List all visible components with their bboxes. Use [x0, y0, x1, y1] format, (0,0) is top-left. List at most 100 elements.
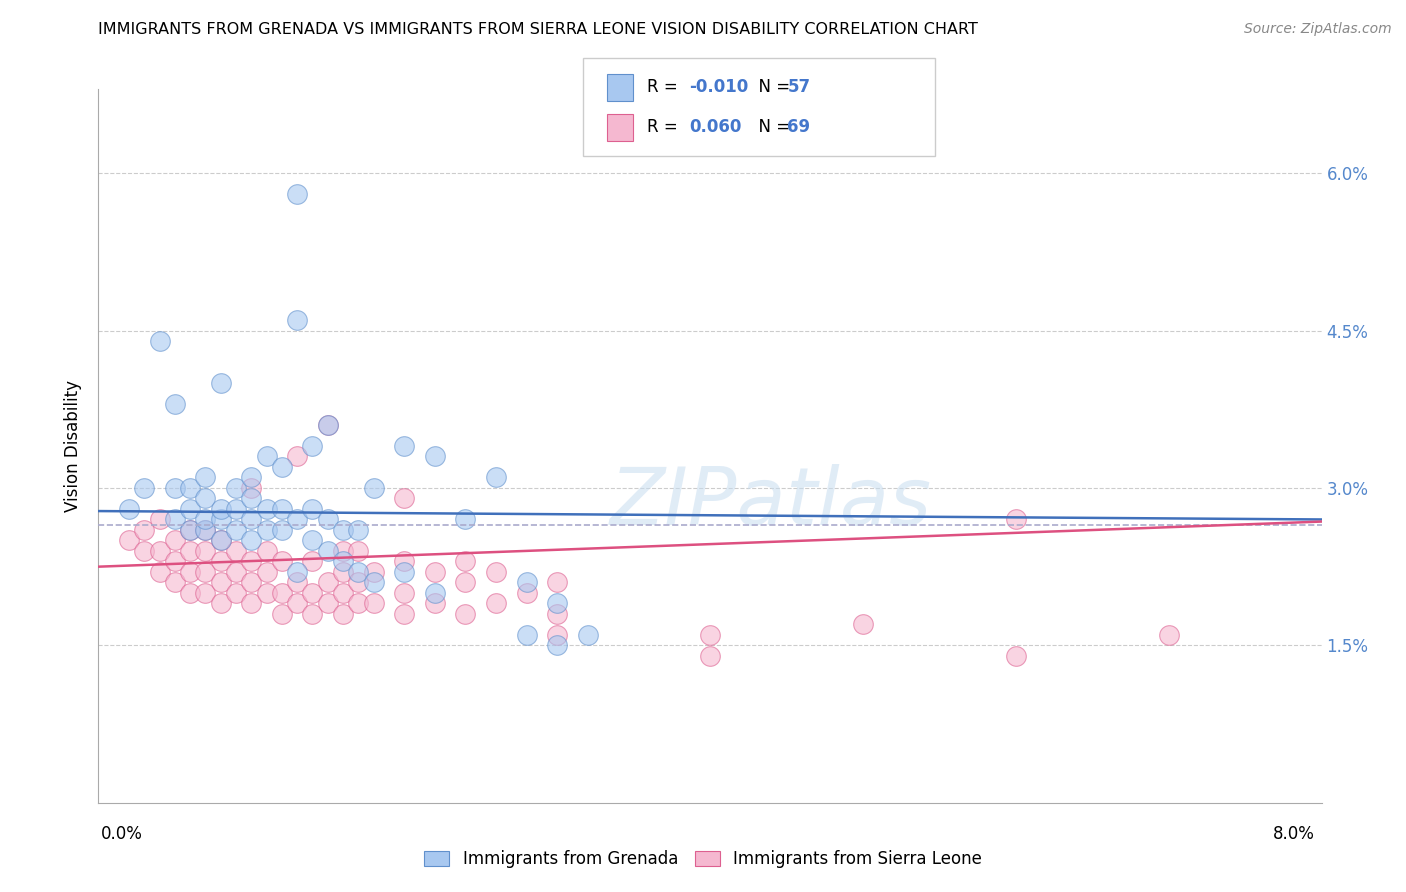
Point [209, 596, 232, 610]
Point [134, 523, 156, 537]
Point [347, 544, 370, 558]
Point [1157, 628, 1180, 642]
Point [149, 512, 172, 526]
Point [179, 544, 201, 558]
Text: N =: N = [748, 78, 796, 96]
Point [240, 575, 263, 590]
Point [163, 575, 186, 590]
Point [546, 628, 568, 642]
Point [149, 334, 172, 348]
Point [392, 565, 416, 579]
Point [347, 575, 370, 590]
Point [285, 187, 308, 202]
Point [179, 565, 201, 579]
Point [485, 565, 508, 579]
Point [316, 417, 339, 432]
Point [316, 575, 339, 590]
Point [332, 586, 354, 600]
Point [546, 639, 568, 653]
Point [163, 397, 186, 411]
Point [256, 586, 278, 600]
Point [699, 648, 721, 663]
Point [225, 544, 247, 558]
Text: N =: N = [748, 118, 796, 136]
Legend: Immigrants from Grenada, Immigrants from Sierra Leone: Immigrants from Grenada, Immigrants from… [418, 844, 988, 875]
Point [209, 554, 232, 568]
Point [423, 586, 446, 600]
Point [225, 586, 247, 600]
Point [1004, 648, 1026, 663]
Text: ZIPatlas: ZIPatlas [610, 464, 932, 542]
Point [194, 470, 217, 484]
Point [516, 586, 538, 600]
Point [1004, 512, 1026, 526]
Point [179, 523, 201, 537]
Point [332, 607, 354, 621]
Point [285, 565, 308, 579]
Text: R =: R = [647, 118, 683, 136]
Point [392, 586, 416, 600]
Point [332, 565, 354, 579]
Point [240, 512, 263, 526]
Point [163, 554, 186, 568]
Point [225, 565, 247, 579]
Point [149, 544, 172, 558]
Point [699, 628, 721, 642]
Point [301, 439, 323, 453]
Text: 57: 57 [787, 78, 810, 96]
Point [392, 439, 416, 453]
Point [225, 502, 247, 516]
Point [194, 523, 217, 537]
Text: 8.0%: 8.0% [1272, 825, 1315, 843]
Point [179, 523, 201, 537]
Point [285, 450, 308, 464]
Point [423, 596, 446, 610]
Point [301, 554, 323, 568]
Point [209, 502, 232, 516]
Point [423, 450, 446, 464]
Point [546, 575, 568, 590]
Point [225, 523, 247, 537]
Point [347, 565, 370, 579]
Point [285, 596, 308, 610]
Text: IMMIGRANTS FROM GRENADA VS IMMIGRANTS FROM SIERRA LEONE VISION DISABILITY CORREL: IMMIGRANTS FROM GRENADA VS IMMIGRANTS FR… [98, 22, 979, 37]
Point [240, 481, 263, 495]
Point [163, 533, 186, 548]
Point [285, 575, 308, 590]
Point [516, 575, 538, 590]
Point [285, 512, 308, 526]
Text: R =: R = [647, 78, 683, 96]
Point [576, 628, 599, 642]
Point [209, 533, 232, 548]
Point [347, 523, 370, 537]
Point [163, 481, 186, 495]
Point [209, 376, 232, 390]
Point [332, 554, 354, 568]
Point [194, 586, 217, 600]
Point [516, 628, 538, 642]
Point [194, 565, 217, 579]
Point [270, 502, 294, 516]
Point [301, 586, 323, 600]
Point [301, 533, 323, 548]
Point [194, 491, 217, 506]
Point [423, 565, 446, 579]
Point [256, 523, 278, 537]
Point [454, 575, 477, 590]
Y-axis label: Vision Disability: Vision Disability [65, 380, 83, 512]
Point [301, 502, 323, 516]
Point [316, 544, 339, 558]
Point [454, 607, 477, 621]
Point [240, 596, 263, 610]
Point [240, 554, 263, 568]
Point [256, 565, 278, 579]
Point [301, 607, 323, 621]
Point [240, 533, 263, 548]
Point [194, 544, 217, 558]
Point [270, 523, 294, 537]
Point [363, 575, 385, 590]
Point [256, 450, 278, 464]
Point [347, 596, 370, 610]
Point [149, 565, 172, 579]
Point [546, 596, 568, 610]
